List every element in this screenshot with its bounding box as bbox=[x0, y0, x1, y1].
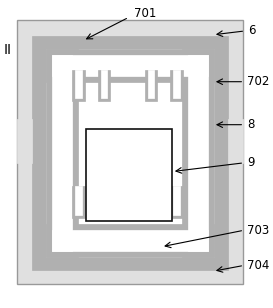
Text: 8: 8 bbox=[247, 118, 254, 131]
Bar bbox=[46, 50, 214, 82]
Bar bbox=[32, 36, 228, 270]
Bar bbox=[170, 186, 183, 217]
Bar bbox=[147, 186, 154, 215]
Text: 701: 701 bbox=[134, 7, 156, 20]
Text: 9: 9 bbox=[247, 156, 255, 169]
Bar bbox=[75, 186, 82, 215]
Text: 702: 702 bbox=[247, 75, 269, 88]
Bar bbox=[98, 186, 110, 217]
Bar bbox=[173, 186, 180, 215]
Bar bbox=[170, 70, 183, 101]
Bar bbox=[72, 186, 85, 217]
Bar bbox=[75, 70, 82, 98]
Bar bbox=[17, 20, 243, 284]
Bar bbox=[46, 50, 214, 257]
Bar bbox=[145, 70, 157, 101]
Text: 703: 703 bbox=[247, 224, 269, 237]
Bar bbox=[72, 70, 85, 101]
Bar bbox=[147, 70, 154, 98]
Bar bbox=[101, 70, 108, 98]
Text: 704: 704 bbox=[247, 259, 269, 272]
Bar bbox=[182, 50, 214, 257]
Bar bbox=[52, 230, 208, 251]
Bar bbox=[101, 186, 108, 215]
Bar bbox=[188, 55, 208, 251]
Bar bbox=[145, 186, 157, 217]
Bar bbox=[52, 55, 208, 76]
Bar bbox=[228, 119, 243, 163]
Text: II: II bbox=[4, 43, 12, 58]
Bar bbox=[17, 119, 32, 163]
Bar bbox=[98, 70, 110, 101]
Bar bbox=[46, 50, 78, 257]
Bar bbox=[86, 129, 172, 221]
Text: 6: 6 bbox=[248, 24, 256, 37]
Bar bbox=[173, 70, 180, 98]
Bar bbox=[52, 55, 72, 251]
Bar bbox=[46, 224, 214, 257]
